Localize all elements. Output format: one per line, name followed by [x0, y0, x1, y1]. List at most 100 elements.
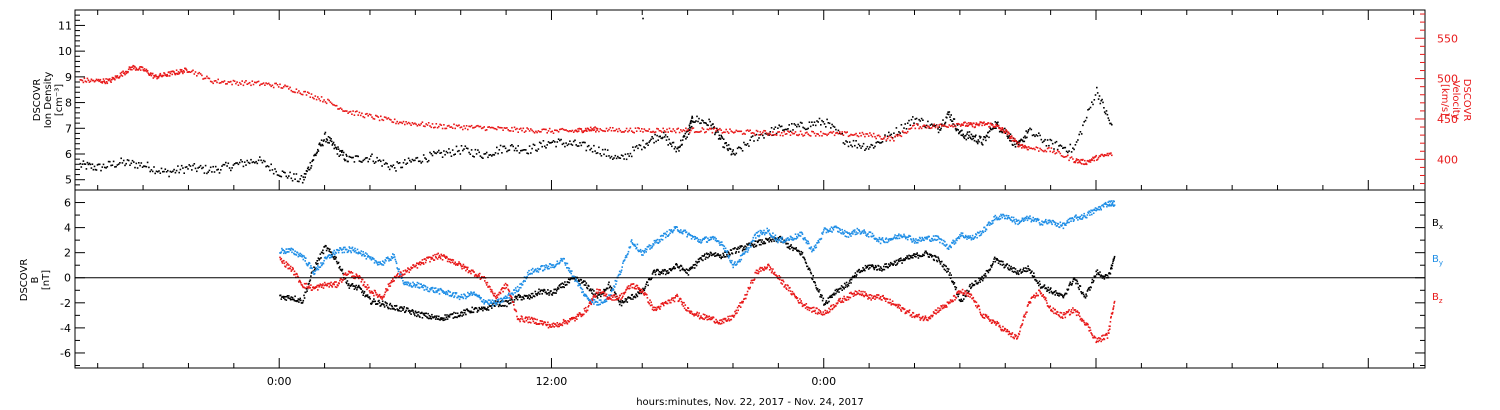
- bx-point: [898, 260, 900, 263]
- velocity-point: [1050, 147, 1053, 149]
- by-point: [1015, 218, 1017, 221]
- bx-point: [283, 297, 285, 299]
- bx-point: [672, 267, 675, 270]
- ion-density-point: [173, 168, 175, 171]
- by-point: [729, 259, 731, 262]
- bx-point: [589, 288, 592, 290]
- ion-density-point: [845, 140, 847, 142]
- velocity-point: [1024, 146, 1027, 148]
- velocity-point: [545, 128, 547, 131]
- velocity-point: [859, 132, 861, 134]
- by-point: [613, 286, 616, 288]
- bx-point: [531, 292, 534, 295]
- ion-density-point: [1103, 107, 1105, 109]
- bx-point: [790, 244, 792, 246]
- velocity-point: [899, 134, 901, 137]
- bz-point: [429, 256, 432, 259]
- velocity-point: [305, 94, 308, 96]
- ion-density-point: [198, 166, 201, 168]
- bx-point: [537, 292, 539, 295]
- velocity-point: [659, 130, 662, 132]
- bz-point: [398, 275, 401, 277]
- velocity-point: [588, 128, 590, 131]
- bx-point: [320, 257, 322, 259]
- by-point: [516, 285, 519, 288]
- velocity-point: [530, 128, 532, 130]
- ion-density-point: [792, 129, 794, 131]
- ion-density-point: [851, 145, 854, 148]
- ion-density-point: [751, 135, 754, 137]
- velocity-point: [1106, 152, 1109, 155]
- ion-density-point: [463, 148, 465, 150]
- ion-density-point: [753, 140, 755, 142]
- bx-point: [704, 258, 707, 260]
- bx-point: [901, 262, 903, 264]
- by-point: [342, 246, 345, 249]
- bz-point: [390, 280, 393, 282]
- ion-density-point: [910, 118, 913, 121]
- ion-density-point: [1110, 122, 1112, 125]
- velocity-point: [1017, 145, 1020, 148]
- velocity-point: [182, 70, 185, 72]
- bz-point: [307, 286, 310, 289]
- by-point: [670, 229, 673, 231]
- by-point: [652, 244, 655, 246]
- by-point: [785, 238, 787, 240]
- bx-point: [1068, 284, 1070, 287]
- ion-density-point: [1058, 145, 1060, 147]
- bx-point: [437, 318, 439, 320]
- ion-density-point: [679, 145, 681, 148]
- bx-point: [689, 268, 692, 271]
- ion-density-point: [884, 134, 886, 136]
- bz-point: [291, 269, 293, 271]
- velocity-point: [595, 127, 598, 129]
- bx-point: [415, 312, 417, 314]
- by-point: [288, 251, 290, 253]
- velocity-point: [275, 82, 277, 85]
- ion-density-point: [826, 118, 828, 121]
- bx-point: [1002, 260, 1004, 263]
- bz-point: [466, 268, 468, 270]
- by-point: [541, 265, 543, 267]
- velocity-point: [180, 69, 183, 71]
- velocity-point: [745, 129, 748, 132]
- velocity-point: [469, 125, 472, 128]
- bx-point: [620, 304, 623, 307]
- by-point: [949, 244, 951, 247]
- bx-point: [554, 292, 556, 294]
- by-point: [514, 287, 517, 289]
- ion-density-point: [340, 150, 342, 152]
- velocity-point: [134, 69, 137, 71]
- ion-density-point: [502, 145, 504, 148]
- bx-point: [1031, 270, 1033, 273]
- ion-density-point: [526, 152, 528, 154]
- bz-point: [422, 262, 424, 264]
- by-point: [966, 236, 969, 238]
- bx-point: [1014, 268, 1017, 270]
- bx-point: [843, 288, 845, 290]
- velocity-point: [291, 90, 294, 93]
- by-point: [341, 251, 344, 254]
- by-point: [962, 235, 964, 237]
- velocity-point: [988, 125, 991, 128]
- bx-point: [537, 291, 540, 294]
- by-point: [957, 237, 959, 239]
- by-point: [414, 284, 416, 286]
- by-point: [826, 228, 828, 231]
- by-point: [1083, 212, 1085, 215]
- by-point: [1062, 222, 1064, 225]
- bx-point: [422, 313, 425, 315]
- ion-density-point: [615, 157, 618, 160]
- by-point: [825, 231, 828, 234]
- bx-point: [596, 295, 598, 298]
- by-point: [781, 236, 784, 239]
- velocity-point: [213, 80, 216, 82]
- ion-density-point: [228, 167, 231, 169]
- ion-density-point: [613, 157, 615, 159]
- bx-point: [926, 252, 929, 255]
- bz-point: [296, 273, 298, 275]
- velocity-point: [367, 115, 369, 117]
- bx-point: [968, 290, 970, 292]
- by-point: [642, 250, 645, 252]
- bx-point: [756, 240, 758, 243]
